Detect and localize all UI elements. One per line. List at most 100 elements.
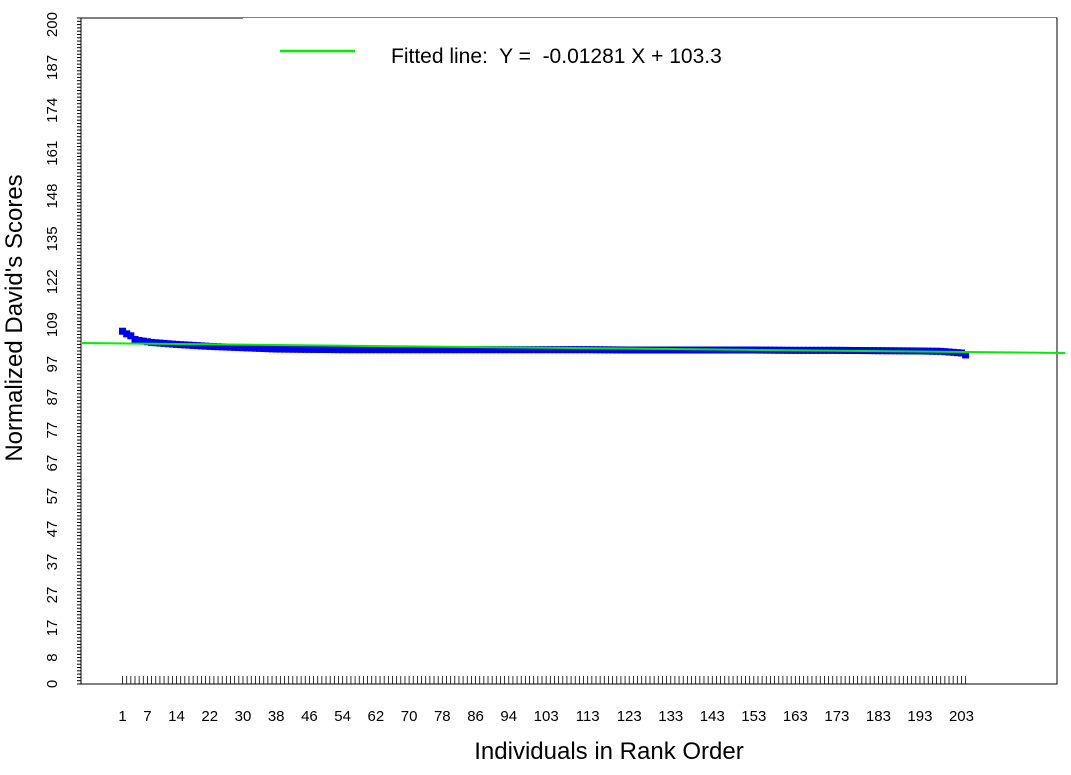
data-point — [658, 346, 666, 354]
data-point — [397, 346, 405, 354]
data-point — [231, 343, 239, 351]
data-point — [550, 346, 558, 354]
y-tick-label: 148 — [44, 184, 61, 209]
data-point — [401, 346, 409, 354]
data-point — [422, 346, 430, 354]
data-point — [613, 346, 621, 354]
y-tick-label: 47 — [44, 521, 61, 538]
fitted-line-layer — [80, 342, 1066, 355]
data-point — [604, 346, 612, 354]
data-point — [629, 346, 637, 354]
data-point — [418, 346, 426, 354]
data-point — [222, 343, 230, 351]
data-point — [314, 345, 322, 353]
data-point — [426, 346, 434, 354]
data-point — [326, 346, 334, 354]
data-point — [197, 342, 205, 350]
data-point — [281, 345, 289, 353]
data-point — [268, 345, 276, 353]
data-point — [584, 346, 592, 354]
data-point — [654, 346, 662, 354]
x-tick-label: 62 — [368, 708, 385, 725]
data-point — [119, 327, 127, 335]
data-point — [297, 345, 305, 353]
x-tick-label: 193 — [907, 708, 932, 725]
data-point — [526, 346, 534, 354]
data-point — [555, 346, 563, 354]
data-point — [193, 342, 201, 350]
data-point — [447, 346, 455, 354]
x-axis-ticks: 1 7 14 22 30 38 46 54 62 70 78 86 94 103 113 123 133 143 1… — [118, 676, 974, 725]
data-point — [646, 346, 654, 354]
data-point — [384, 346, 392, 354]
data-point — [542, 346, 550, 354]
x-tick-label: 94 — [500, 708, 517, 725]
data-point — [596, 346, 604, 354]
data-point — [517, 346, 525, 354]
data-point — [409, 346, 417, 354]
data-point — [472, 346, 480, 354]
x-tick-label: 86 — [467, 708, 484, 725]
y-tick-label: 187 — [44, 55, 61, 80]
data-point — [642, 346, 650, 354]
data-point — [289, 345, 297, 353]
data-point — [364, 346, 372, 354]
data-point — [463, 346, 471, 354]
x-tick-label: 14 — [168, 708, 185, 725]
data-point — [285, 345, 293, 353]
data-point — [301, 345, 309, 353]
data-point — [496, 346, 504, 354]
scatter-series — [119, 327, 970, 359]
y-tick-label: 17 — [44, 620, 61, 637]
data-point — [546, 346, 554, 354]
x-tick-label: 46 — [301, 708, 318, 725]
x-axis-title: Individuals in Rank Order — [474, 738, 743, 765]
y-tick-label: 109 — [44, 312, 61, 337]
data-point — [247, 344, 255, 352]
data-point — [575, 346, 583, 354]
legend: Fitted line: Y = -0.01281 X + 103.3 — [243, 18, 1056, 86]
y-tick-label: 77 — [44, 422, 61, 439]
data-point — [152, 339, 160, 347]
data-point — [243, 344, 251, 352]
y-tick-label: 27 — [44, 587, 61, 604]
data-point — [347, 346, 355, 354]
data-point — [459, 346, 467, 354]
data-point — [638, 346, 646, 354]
data-point — [264, 345, 272, 353]
data-point — [534, 346, 542, 354]
data-point — [251, 344, 259, 352]
x-tick-label: 173 — [824, 708, 849, 725]
data-point — [430, 346, 438, 354]
y-axis-title: Normalized David's Scores — [1, 174, 28, 461]
data-point — [567, 346, 575, 354]
data-point — [492, 346, 500, 354]
y-tick-label: 174 — [44, 98, 61, 123]
data-point — [513, 346, 521, 354]
x-tick-label: 103 — [534, 708, 559, 725]
data-point — [330, 346, 338, 354]
data-point — [600, 346, 608, 354]
data-point — [206, 342, 214, 350]
x-tick-label: 22 — [201, 708, 218, 725]
data-point — [272, 345, 280, 353]
x-tick-label: 183 — [866, 708, 891, 725]
data-point — [334, 346, 342, 354]
data-point — [571, 346, 579, 354]
data-point — [442, 346, 450, 354]
data-point — [405, 346, 413, 354]
data-point — [962, 351, 970, 359]
y-tick-label: 200 — [44, 12, 61, 37]
x-tick-label: 133 — [658, 708, 683, 725]
data-point — [476, 346, 484, 354]
data-point — [393, 346, 401, 354]
data-point — [260, 345, 268, 353]
data-point — [467, 346, 475, 354]
y-tick-label: 57 — [44, 488, 61, 505]
data-point — [210, 343, 218, 351]
data-point — [588, 346, 596, 354]
x-tick-label: 143 — [700, 708, 725, 725]
data-point — [563, 346, 571, 354]
data-point — [480, 346, 488, 354]
data-point — [339, 346, 347, 354]
